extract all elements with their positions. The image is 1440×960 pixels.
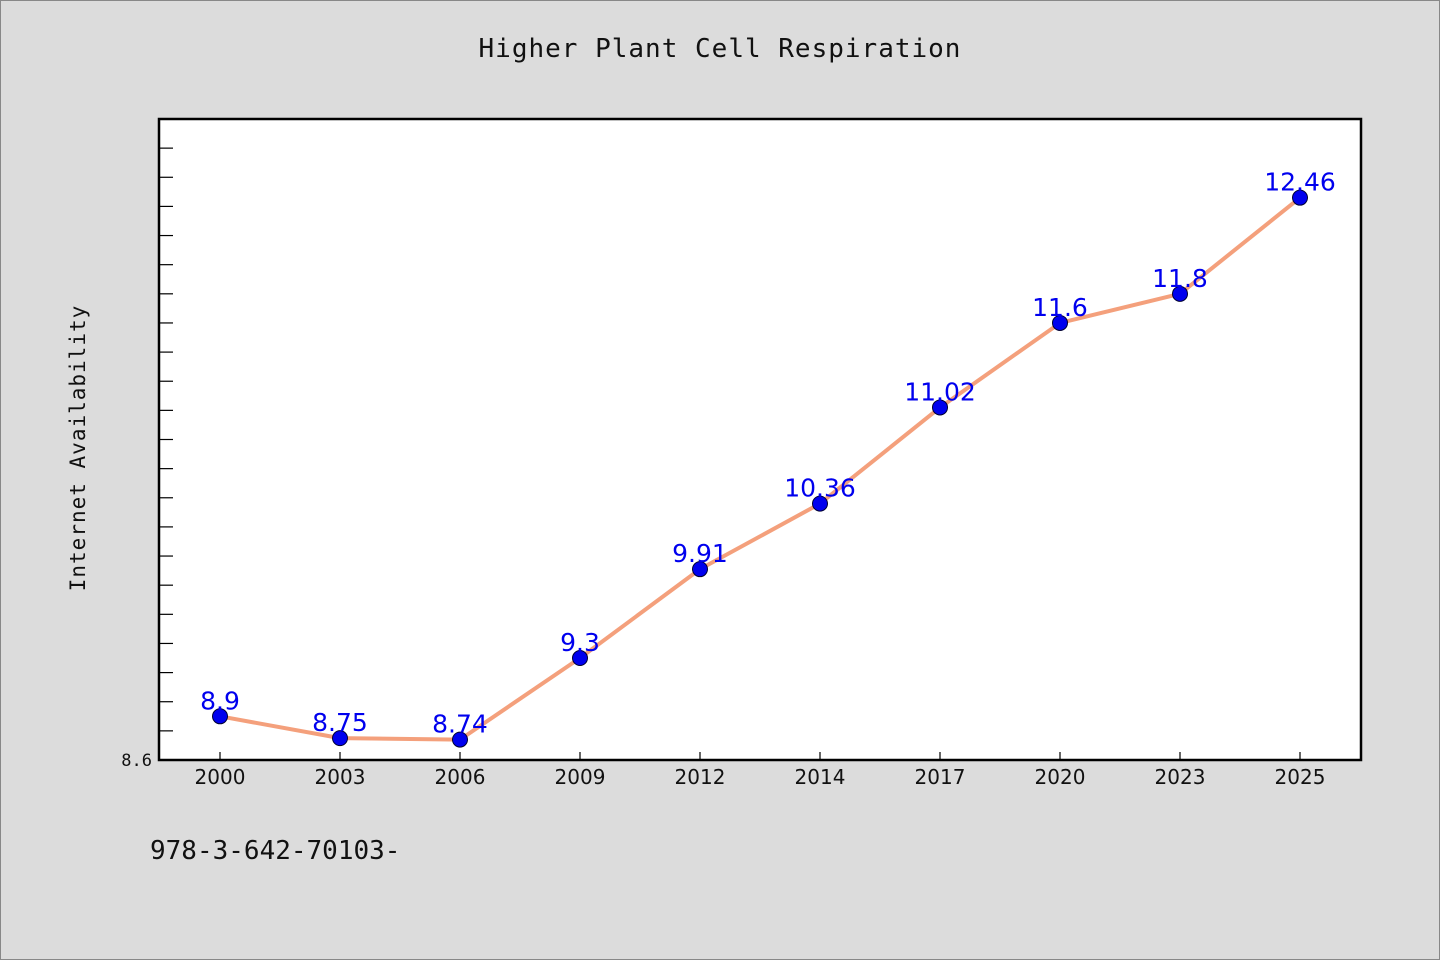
data-label: 11.02 [904,377,976,406]
data-label: 9.3 [560,628,600,657]
x-tick-label: 2020 [1035,765,1086,789]
plot-area [159,119,1361,760]
data-labels: 8.9 8.75 8.74 9.3 9.91 10.36 11.02 11.6 11.8 12.4… [200,168,1336,739]
x-tick-label: 2003 [315,765,366,789]
data-point [1052,314,1068,331]
x-tick-label: 2006 [435,765,486,789]
data-point [332,730,348,747]
x-tick-label: 2023 [1155,765,1206,789]
data-point [1292,189,1308,206]
data-point [212,708,228,725]
data-point [572,650,588,667]
data-label: 10.36 [784,474,856,503]
y-axis-ticks [159,147,173,761]
data-label: 12.46 [1264,168,1336,197]
data-point [1172,285,1188,302]
data-label: 8.75 [312,708,368,737]
data-label: 11.6 [1032,293,1088,322]
data-point [812,495,828,512]
data-point [932,399,948,416]
x-tick-label: 2025 [1275,765,1326,789]
chart-title: Higher Plant Cell Respiration [478,34,962,64]
x-tick-label: 2000 [195,765,246,789]
data-point [452,731,468,748]
data-label: 9.91 [672,539,728,568]
data-label: 8.9 [200,686,240,715]
data-label: 11.8 [1152,264,1208,293]
x-tick-label: 2012 [675,765,726,789]
x-tick-label: 2014 [795,765,846,789]
data-markers [212,189,1308,748]
series-line [218,195,1302,742]
data-point [692,561,708,578]
y-tick-label: 8.6 [121,751,152,771]
data-label: 8.74 [432,710,488,739]
plot-border [157,117,1363,762]
footer-isbn-text: 978-3-642-70103- [150,836,401,866]
x-tick-label: 2009 [555,765,606,789]
x-tick-label: 2017 [915,765,966,789]
x-axis-ticks: 2000 2003 2006 2009 2012 2014 2017 2020 2023 2025 [195,752,1326,789]
